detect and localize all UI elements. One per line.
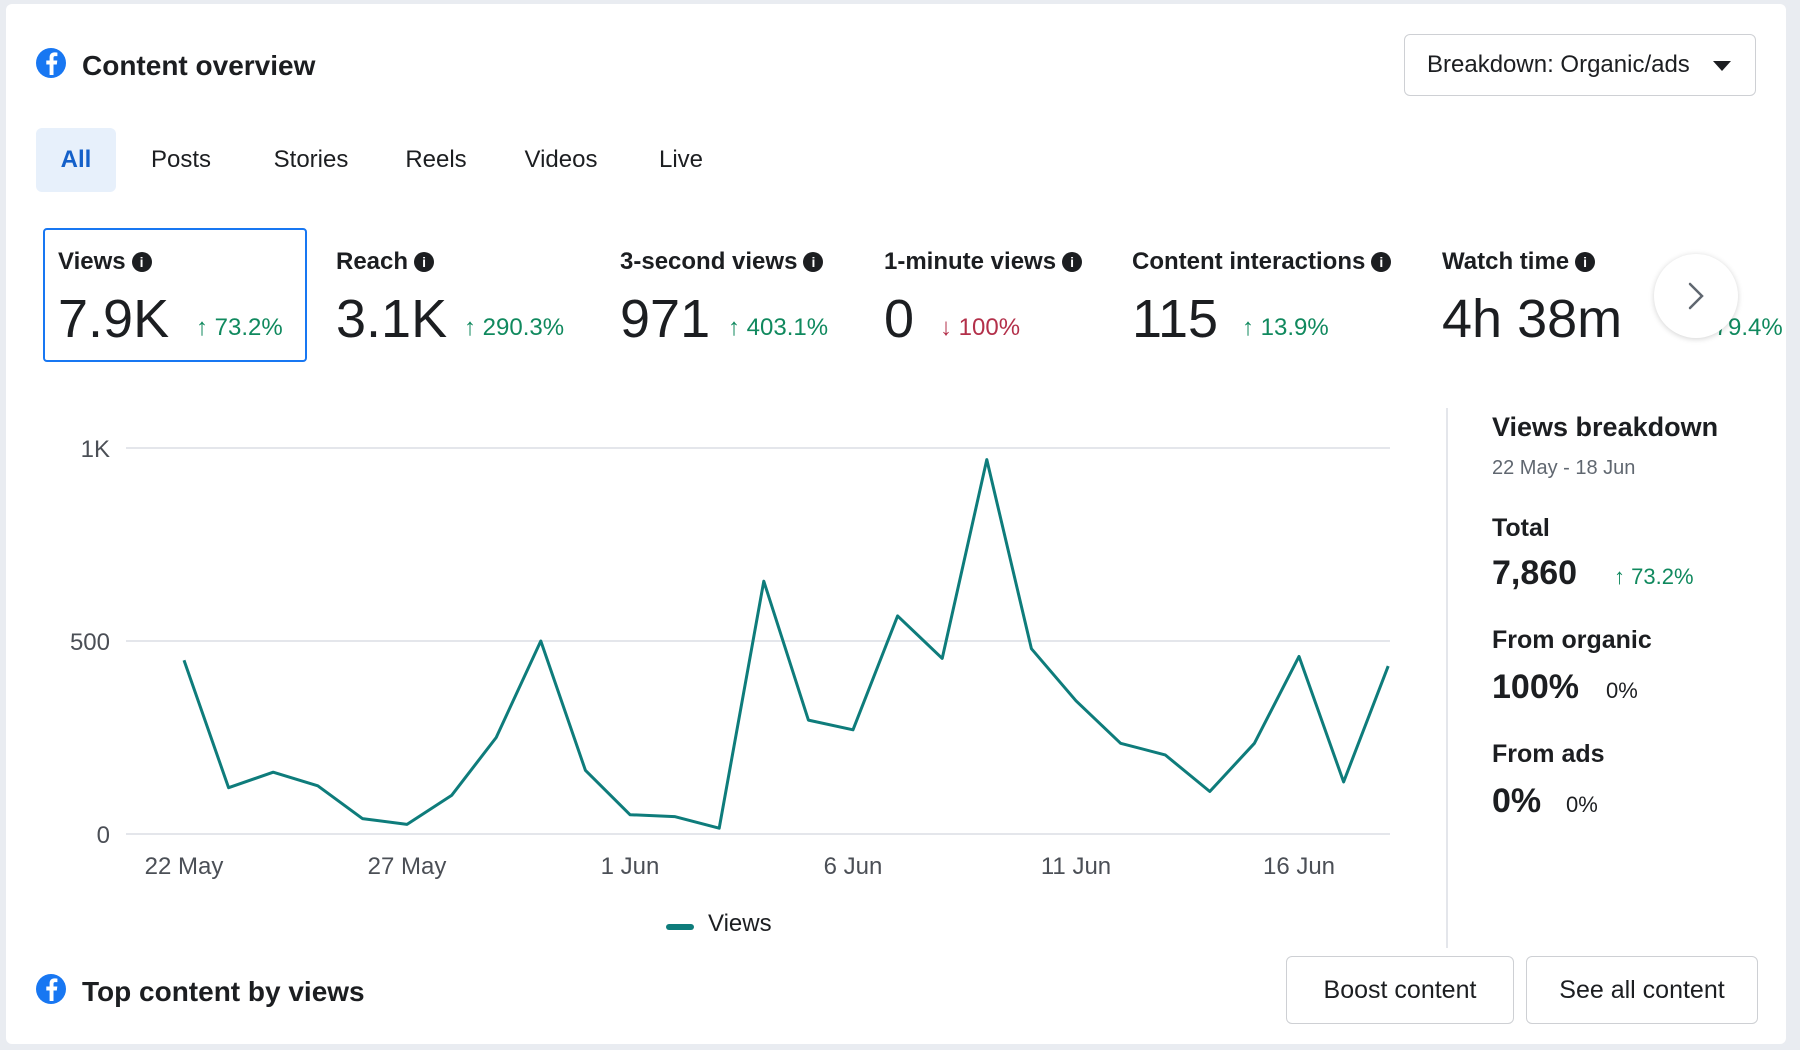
tab-posts[interactable]: Posts xyxy=(136,128,226,192)
facebook-icon xyxy=(36,974,66,1004)
views-line-chart: 0 500 1K 22 May 27 May 1 Jun 6 Jun 11 Jun 16 Jun xyxy=(70,436,1390,880)
metric-interactions-change: ↑ 13.9% xyxy=(1242,314,1329,341)
metric-1m-views-value: 0 xyxy=(884,289,915,349)
metric-3s-views-value: 971 xyxy=(620,289,711,349)
organic-change: 0% xyxy=(1606,678,1638,703)
breakdown-dropdown[interactable]: Breakdown: Organic/ads xyxy=(1404,34,1756,96)
metric-watch-time-value: 4h 38m xyxy=(1442,289,1623,349)
metric-reach-label[interactable]: Reach i xyxy=(336,248,435,276)
x-tick-label: 11 Jun xyxy=(1041,853,1111,880)
x-tick-label: 27 May xyxy=(368,853,447,880)
tab-stories[interactable]: Stories xyxy=(256,128,366,192)
y-tick-label: 500 xyxy=(70,629,110,656)
see-all-content-button[interactable]: See all content xyxy=(1526,956,1758,1024)
tab-label: Stories xyxy=(273,146,349,173)
tab-label: Videos xyxy=(524,146,598,173)
info-icon[interactable]: i xyxy=(1575,252,1596,272)
metric-views-label[interactable]: Views i xyxy=(58,248,152,276)
organic-value: 100% xyxy=(1492,668,1579,706)
content-overview-card: Content overview Breakdown: Organic/ads … xyxy=(6,4,1786,1044)
arrow-up-icon: ↑ xyxy=(1242,314,1254,341)
x-tick-label: 22 May xyxy=(145,853,224,880)
boost-content-button[interactable]: Boost content xyxy=(1286,956,1514,1024)
total-value: 7,860 xyxy=(1492,554,1578,592)
y-tick-label: 1K xyxy=(81,436,110,463)
x-tick-label: 16 Jun xyxy=(1263,853,1335,880)
metric-reach-value: 3.1K xyxy=(336,289,448,349)
breakdown-title: Views breakdown xyxy=(1492,412,1719,442)
metric-interactions-value: 115 xyxy=(1132,289,1219,349)
page-title: Content overview xyxy=(82,50,316,81)
legend-views-label: Views xyxy=(708,910,772,937)
arrow-down-icon: ↓ xyxy=(940,314,952,341)
info-icon[interactable]: i xyxy=(1062,252,1083,272)
tab-videos[interactable]: Videos xyxy=(506,128,616,192)
tab-reels[interactable]: Reels xyxy=(391,128,481,192)
ads-value: 0% xyxy=(1492,782,1542,820)
breakdown-date-range: 22 May - 18 Jun xyxy=(1492,457,1636,479)
tab-label: All xyxy=(60,146,92,173)
metric-views-value: 7.9K xyxy=(58,289,170,349)
ads-change: 0% xyxy=(1566,792,1598,817)
total-change: ↑ 73.2% xyxy=(1614,564,1694,589)
info-icon[interactable]: i xyxy=(131,252,152,272)
y-tick-label: 0 xyxy=(97,822,110,849)
total-label: Total xyxy=(1492,514,1550,542)
x-tick-label: 1 Jun xyxy=(601,853,660,880)
chevron-right-icon xyxy=(1688,282,1704,310)
tab-label: Posts xyxy=(150,146,212,173)
metric-views-change: ↑ 73.2% xyxy=(196,314,283,341)
ads-label: From ads xyxy=(1492,740,1605,768)
info-icon[interactable]: i xyxy=(414,252,435,272)
arrow-up-icon: ↑ xyxy=(196,314,208,341)
arrow-up-icon: ↑ xyxy=(728,314,740,341)
metric-1m-views-change: ↓ 100% xyxy=(940,314,1021,341)
panel-divider xyxy=(1446,408,1448,948)
metric-3s-views-change: ↑ 403.1% xyxy=(728,314,829,341)
legend-views-swatch xyxy=(666,924,694,930)
tab-label: Live xyxy=(658,146,704,173)
organic-label: From organic xyxy=(1492,626,1652,654)
series-line-views xyxy=(182,458,1390,830)
tab-label: Reels xyxy=(405,146,467,173)
arrow-up-icon: ↑ xyxy=(464,314,476,341)
metric-watch-time-label[interactable]: Watch time i xyxy=(1442,248,1596,276)
x-tick-label: 6 Jun xyxy=(824,853,883,880)
next-metrics-button[interactable] xyxy=(1654,254,1738,338)
metric-1m-views-label[interactable]: 1-minute views i xyxy=(884,248,1083,276)
metric-interactions-label[interactable]: Content interactions i xyxy=(1132,248,1392,276)
top-content-title: Top content by views xyxy=(82,976,365,1007)
breakdown-dropdown-label: Breakdown: Organic/ads xyxy=(1427,51,1690,78)
facebook-icon xyxy=(36,48,66,78)
tab-live[interactable]: Live xyxy=(646,128,716,192)
caret-down-icon xyxy=(1713,61,1731,71)
metric-reach-change: ↑ 290.3% xyxy=(464,314,565,341)
info-icon[interactable]: i xyxy=(803,252,824,272)
tab-all[interactable]: All xyxy=(36,128,116,192)
metric-views-selected[interactable] xyxy=(43,228,307,362)
metric-3s-views-label[interactable]: 3-second views i xyxy=(620,248,824,276)
info-icon[interactable]: i xyxy=(1371,252,1392,272)
arrow-up-icon: ↑ xyxy=(1614,564,1625,589)
